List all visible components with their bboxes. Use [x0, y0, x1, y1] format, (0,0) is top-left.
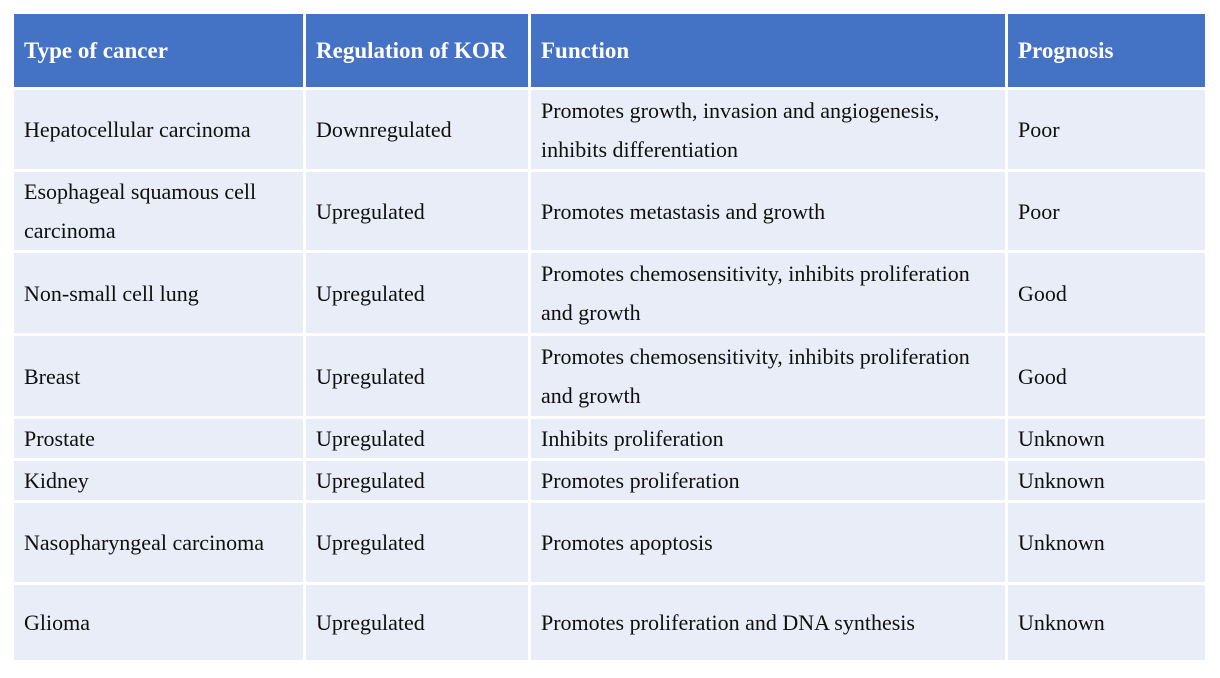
column-header-type-of-cancer: Type of cancer — [14, 14, 303, 87]
cell-regulation: Upregulated — [306, 172, 528, 250]
cell-regulation: Upregulated — [306, 336, 528, 416]
cell-cancer-type: Kidney — [14, 461, 303, 500]
cell-regulation: Upregulated — [306, 585, 528, 660]
table-row: Nasopharyngeal carcinoma Upregulated Pro… — [14, 503, 1205, 582]
cell-regulation: Upregulated — [306, 503, 528, 582]
kor-cancer-table: Type of cancer Regulation of KOR Functio… — [11, 11, 1208, 663]
cell-cancer-type: Hepatocellular carcinoma — [14, 90, 303, 169]
table-body: Hepatocellular carcinoma Downregulated P… — [14, 90, 1205, 660]
cell-prognosis: Good — [1008, 253, 1205, 333]
cell-function: Promotes proliferation — [531, 461, 1005, 500]
cell-regulation: Upregulated — [306, 419, 528, 458]
cell-function: Promotes metastasis and growth — [531, 172, 1005, 250]
table-header: Type of cancer Regulation of KOR Functio… — [14, 14, 1205, 87]
cell-function: Promotes proliferation and DNA synthesis — [531, 585, 1005, 660]
column-header-function: Function — [531, 14, 1005, 87]
table-row: Hepatocellular carcinoma Downregulated P… — [14, 90, 1205, 169]
cell-cancer-type: Breast — [14, 336, 303, 416]
table-row: Prostate Upregulated Inhibits proliferat… — [14, 419, 1205, 458]
cell-cancer-type: Prostate — [14, 419, 303, 458]
cell-function: Promotes apoptosis — [531, 503, 1005, 582]
cell-function: Promotes chemosensitivity, inhibits prol… — [531, 336, 1005, 416]
cell-prognosis: Unknown — [1008, 503, 1205, 582]
cell-function: Inhibits proliferation — [531, 419, 1005, 458]
table-row: Glioma Upregulated Promotes proliferatio… — [14, 585, 1205, 660]
column-header-prognosis: Prognosis — [1008, 14, 1205, 87]
cell-regulation: Upregulated — [306, 253, 528, 333]
cell-cancer-type: Esophageal squamous cell carcinoma — [14, 172, 303, 250]
table-row: Non-small cell lung Upregulated Promotes… — [14, 253, 1205, 333]
cell-prognosis: Poor — [1008, 172, 1205, 250]
cell-function: Promotes chemosensitivity, inhibits prol… — [531, 253, 1005, 333]
cell-cancer-type: Non-small cell lung — [14, 253, 303, 333]
table-row: Esophageal squamous cell carcinoma Upreg… — [14, 172, 1205, 250]
cell-prognosis: Good — [1008, 336, 1205, 416]
header-row: Type of cancer Regulation of KOR Functio… — [14, 14, 1205, 87]
cell-prognosis: Poor — [1008, 90, 1205, 169]
cell-function: Promotes growth, invasion and angiogenes… — [531, 90, 1005, 169]
table-row: Breast Upregulated Promotes chemosensiti… — [14, 336, 1205, 416]
cell-prognosis: Unknown — [1008, 585, 1205, 660]
cell-regulation: Downregulated — [306, 90, 528, 169]
cell-cancer-type: Glioma — [14, 585, 303, 660]
column-header-regulation-of-kor: Regulation of KOR — [306, 14, 528, 87]
table-row: Kidney Upregulated Promotes proliferatio… — [14, 461, 1205, 500]
cell-prognosis: Unknown — [1008, 419, 1205, 458]
cell-regulation: Upregulated — [306, 461, 528, 500]
cell-cancer-type: Nasopharyngeal carcinoma — [14, 503, 303, 582]
cell-prognosis: Unknown — [1008, 461, 1205, 500]
